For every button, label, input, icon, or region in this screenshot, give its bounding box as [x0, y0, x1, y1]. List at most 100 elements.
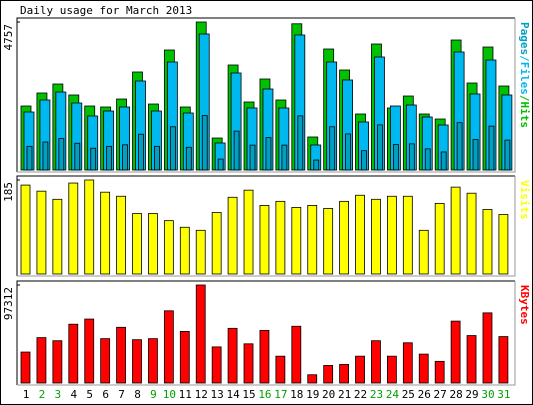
bar [418, 353, 429, 384]
bar [52, 340, 63, 384]
bar [52, 198, 63, 275]
bar [259, 205, 270, 275]
bar [424, 148, 431, 171]
bar [377, 124, 383, 171]
legend-entry: Visits [518, 180, 531, 220]
chart-title: Daily usage for March 2013 [20, 4, 192, 17]
x-tick-label: 12 [195, 388, 208, 401]
x-tick-label: 25 [402, 388, 415, 401]
panel-border [17, 18, 516, 173]
bar [217, 158, 224, 171]
x-tick-label: 17 [274, 388, 287, 401]
bar [36, 190, 47, 275]
bar [74, 142, 81, 171]
bar [138, 133, 144, 171]
bar [482, 312, 493, 384]
x-tick-label: 7 [118, 388, 125, 401]
panel-border [17, 176, 516, 277]
x-tick-label: 3 [55, 388, 62, 401]
bar [498, 214, 509, 275]
bar [275, 200, 286, 275]
bar [450, 320, 461, 384]
bar [402, 342, 413, 384]
x-tick-label: 26 [418, 388, 431, 401]
x-tick-label: 1 [23, 388, 30, 401]
legend: Pages/Files/Hits [518, 22, 531, 128]
x-tick-label: 30 [481, 388, 494, 401]
x-tick-label: 2 [39, 388, 46, 401]
bar [116, 195, 126, 275]
bar [297, 115, 304, 171]
bar [42, 141, 49, 171]
bar [249, 144, 256, 171]
bar [355, 194, 365, 275]
bar [339, 200, 350, 275]
bar [36, 337, 47, 384]
bar [472, 139, 479, 171]
panel-border [16, 280, 515, 385]
x-tick-label: 16 [258, 388, 271, 401]
bar [313, 159, 320, 171]
bar [116, 326, 126, 384]
x-tick-label: 20 [322, 388, 335, 401]
bar [291, 207, 302, 275]
bar [26, 145, 33, 171]
bar [195, 284, 206, 384]
y-tick-label: 97312 [2, 287, 15, 320]
x-tick-label: 18 [290, 388, 303, 401]
bar [307, 374, 318, 384]
bar [243, 343, 254, 384]
x-tick-label: 11 [179, 388, 192, 401]
x-tick-label: 8 [134, 388, 141, 401]
bar [148, 338, 158, 384]
bar [371, 340, 381, 384]
bar [68, 182, 79, 275]
bar [90, 147, 97, 171]
legend-separator: / [518, 55, 531, 62]
panel-border [16, 175, 515, 276]
bar [504, 139, 511, 171]
bar [163, 310, 174, 384]
x-tick-label: 31 [497, 388, 510, 401]
bar [488, 125, 495, 171]
bar [482, 209, 493, 275]
bar [211, 212, 222, 275]
bar [440, 151, 447, 171]
bar [307, 205, 318, 275]
bar [450, 186, 461, 275]
bar [402, 195, 413, 275]
bar [259, 329, 270, 384]
x-tick-label: 27 [434, 388, 447, 401]
x-tick-label: 9 [150, 388, 157, 401]
bar [275, 355, 286, 384]
bar [148, 213, 158, 275]
bar [355, 355, 365, 384]
bar [20, 351, 31, 384]
panel-border [17, 281, 516, 386]
x-tick-label: 24 [386, 388, 400, 401]
legend-entry: KBytes [518, 285, 531, 325]
x-tick-label: 23 [370, 388, 383, 401]
bar [408, 143, 415, 171]
x-tick-label: 19 [306, 388, 319, 401]
x-tick-label: 14 [226, 388, 240, 401]
bar [466, 192, 477, 275]
y-tick-label: 4757 [2, 24, 15, 51]
x-tick-label: 28 [449, 388, 462, 401]
bar [323, 365, 334, 384]
bar [323, 208, 334, 275]
legend-separator: / [518, 95, 531, 102]
bar [386, 195, 397, 275]
x-tick-label: 5 [86, 388, 93, 401]
panel-border [16, 17, 515, 172]
bar [456, 122, 463, 171]
x-tick-label: 6 [102, 388, 109, 401]
bar [386, 355, 397, 384]
x-tick-label: 21 [338, 388, 351, 401]
bar [185, 146, 192, 171]
x-tick-label: 22 [354, 388, 367, 401]
bar [84, 318, 95, 384]
bar [291, 325, 302, 384]
bar [169, 126, 176, 171]
